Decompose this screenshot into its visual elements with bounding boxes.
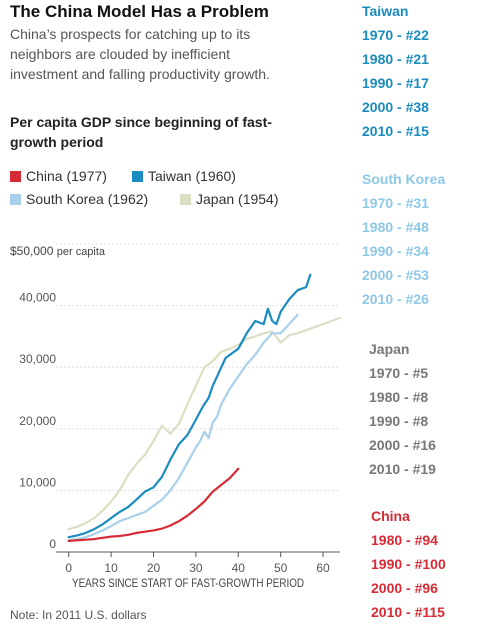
x-axis-label: YEARS SINCE START OF FAST-GROWTH PERIOD [72,576,304,590]
y-axis-top-label: $50,000 per capita [10,244,105,258]
subtitle-line: China’s prospects for catching up to its [10,26,251,42]
chart-series [67,273,342,543]
y-tick-label: 0 [49,537,56,551]
y-axis: 0 10,000 20,000 30,000 40,000 [19,291,56,551]
ranking-row: 1990 - #17 [362,75,429,91]
ranking-row: 2010 - #115 [371,604,445,620]
legend-label-japan: Japan (1954) [196,191,279,207]
ranking-row: 2000 - #38 [362,99,429,115]
x-axis: 0 10 20 30 40 50 60 [65,552,330,575]
ranking-row: 1970 - #31 [362,195,429,211]
subtitle: China’s prospects for catching up to its… [10,24,330,84]
chart-title-line: Per capita GDP since beginning of fast- [10,114,272,130]
ranking-row: 2000 - #53 [362,267,429,283]
ranking-japan: Japan 1970 - #5 1980 - #8 1990 - #8 2000… [369,337,483,481]
ranking-row: 2010 - #19 [369,461,436,477]
x-tick-label: 30 [189,561,203,575]
subtitle-line: investment and falling productivity grow… [10,66,270,82]
chart-grid [56,243,340,553]
ranking-heading: South Korea [362,171,446,187]
legend-swatch-china [10,171,21,182]
y-tick-label: 20,000 [19,414,56,428]
ranking-heading: Japan [369,341,410,357]
legend-item-south-korea: South Korea (1962) [10,191,148,207]
ranking-heading: China [371,508,410,524]
x-tick-label: 0 [65,561,72,575]
series-line-taiwan [67,273,312,539]
ranking-row: 2010 - #15 [362,123,429,139]
ranking-row: 1970 - #5 [369,365,429,381]
x-tick-label: 20 [147,561,161,575]
y-tick-label: 10,000 [19,475,56,489]
x-tick-label: 40 [232,561,246,575]
legend-label-taiwan: Taiwan (1960) [148,168,236,184]
ranking-row: 2000 - #16 [369,437,436,453]
ranking-south-korea: South Korea 1970 - #31 1980 - #48 1990 -… [362,167,482,311]
y-tick-label: 30,000 [19,352,56,366]
x-tick-label: 60 [316,561,330,575]
ranking-row: 1980 - #21 [362,51,429,67]
x-tick-label: 10 [104,561,118,575]
series-line-japan [67,316,342,531]
chart-title: Per capita GDP since beginning of fast- … [10,112,272,152]
legend-label-south-korea: South Korea (1962) [26,191,149,207]
series-line-china [67,467,240,543]
legend-swatch-japan [180,194,191,205]
ranking-row: 1980 - #94 [371,532,438,548]
ranking-row: 2000 - #96 [371,580,438,596]
ranking-row: 1990 - #34 [362,243,429,259]
x-tick-label: 50 [274,561,288,575]
footnote: Note: In 2011 U.S. dollars [10,608,147,622]
ranking-china: China 1980 - #94 1990 - #100 2000 - #96 … [371,504,483,624]
page-title: The China Model Has a Problem [10,2,269,21]
ranking-row: 1980 - #48 [362,219,429,235]
legend-item-taiwan: Taiwan (1960) [132,168,236,184]
subtitle-line: neighbors are clouded by inefficient [10,46,231,62]
y-axis-unit: per capita [56,246,106,258]
y-tick-label: 40,000 [19,291,56,305]
ranking-row: 1970 - #22 [362,27,429,43]
ranking-heading: Taiwan [362,3,409,19]
ranking-row: 1990 - #100 [371,556,446,572]
legend-label-china: China (1977) [26,168,107,184]
legend-swatch-south-korea [10,194,21,205]
ranking-row: 1980 - #8 [369,389,429,405]
legend-item-china: China (1977) [10,168,107,184]
legend-swatch-taiwan [132,171,143,182]
series-line-south-korea [67,313,299,542]
legend-item-japan: Japan (1954) [180,191,279,207]
ranking-row: 1990 - #8 [369,413,429,429]
ranking-row: 2010 - #26 [362,291,429,307]
chart-title-line: growth period [10,134,104,150]
y-axis-top-value: $50,000 [10,244,54,258]
ranking-taiwan: Taiwan 1970 - #22 1980 - #21 1990 - #17 … [362,0,482,143]
